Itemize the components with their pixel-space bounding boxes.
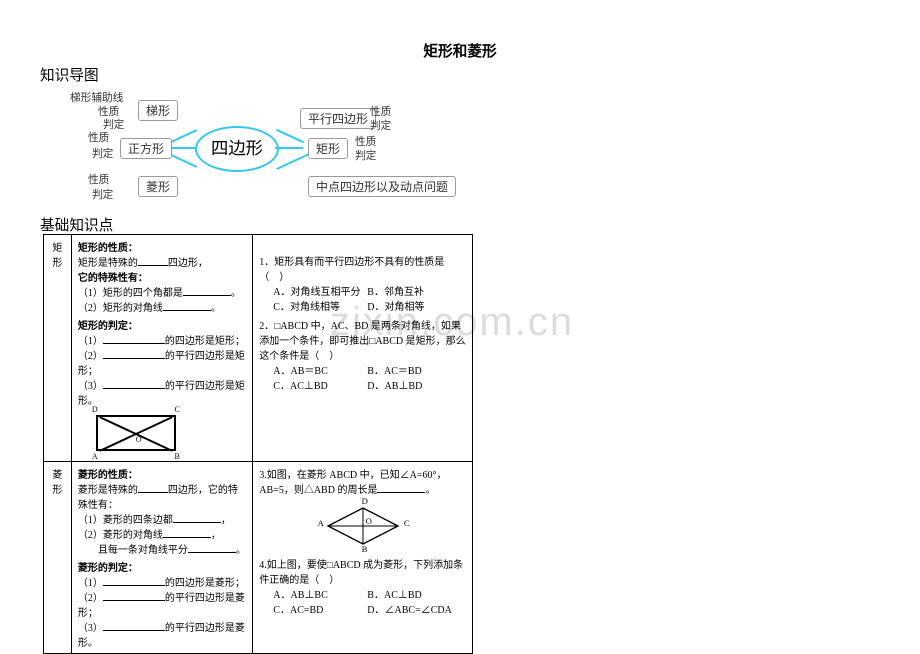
pt: D [362,496,368,506]
mm-square-judge: 判定 [92,146,113,161]
txt: 它的特殊性有： [78,269,246,284]
opt: C．AC=BD [273,601,367,616]
txt: AB=5，则△ABD 的周长是 [259,485,377,496]
opt: B．AC＝BD [367,366,421,377]
txt: （2）菱形的对角线 [78,530,163,541]
txt: 菱形是特殊的 [78,485,138,496]
txt: （1） [78,336,103,347]
rect-judge-hdr: 矩形的判定： [78,317,246,332]
rhomb-left-cell: 菱形的性质： 菱形是特殊的四边形，它的特殊性有： （1）菱形的四条边都， （2）… [71,462,252,654]
pt: O [366,516,372,526]
mm-rhombus: 菱形 [138,176,178,197]
mm-rect-prop: 性质 [355,134,376,149]
pt: D [92,405,98,414]
txt: （2） [78,351,103,362]
row-label-rhomb: 菱形 [44,462,72,654]
mind-map: 四边形 梯形 梯形辅助线 性质 判定 正方形 性质 判定 菱形 性质 判定 平行… [40,90,480,210]
pt: C [175,405,180,414]
mm-para-prop: 性质 [370,104,391,119]
section-basics-title: 基础知识点 [40,214,113,235]
opt: C．对角线相等 [273,298,367,313]
txt: ， [221,515,231,526]
table-row: 菱形 菱形的性质： 菱形是特殊的四边形，它的特殊性有： （1）菱形的四条边都， … [44,462,473,654]
opt: D．对角相等 [367,302,424,313]
txt: 。 [236,545,246,556]
txt: 的四边形是菱形； [165,578,245,589]
mm-rect: 矩形 [308,138,348,159]
opt: D．∠ABC=∠CDA [367,605,452,616]
mm-rhombus-judge: 判定 [92,187,113,202]
txt: （1） [78,578,103,589]
rhombus-figure: A B C D O [318,502,408,550]
knowledge-table: 矩形 矩形的性质： 矩形是特殊的 四边形， 它的特殊性有： （1）矩形的四个角都是… [43,234,473,654]
txt: （3） [78,623,103,634]
txt: 。 [425,485,435,496]
mm-trapezoid: 梯形 [138,100,178,121]
pt: A [318,518,324,528]
q3: 3.如图，在菱形 ABCD 中，已知∠A=60°， [259,466,466,481]
opt: B．AC⊥BD [367,590,421,601]
txt: （1）菱形的四条边都 [78,515,173,526]
opt: D．AB⊥BD [367,381,422,392]
rect-right-cell: 1．矩形具有而平行四边形不具有的性质是（ ） A．对角线互相平分B．邻角互补 C… [253,235,473,462]
mm-midpoint: 中点四边形以及动点问题 [308,176,456,197]
opt: A．AB＝BC [273,362,367,377]
mm-rhombus-prop: 性质 [88,172,109,187]
table-row: 矩形 矩形的性质： 矩形是特殊的 四边形， 它的特殊性有： （1）矩形的四个角都是… [44,235,473,462]
txt: 。 [231,288,241,299]
pt: B [175,452,180,461]
rect-left-cell: 矩形的性质： 矩形是特殊的四边形， 它的特殊性有： （1）矩形的四个角都是。 （… [71,235,252,462]
mm-para: 平行四边形 [300,108,376,129]
rect-prop-hdr: 矩形的性质： [78,239,246,254]
mm-square: 正方形 [120,138,172,159]
txt: 的四边形是矩形； [165,336,245,347]
txt: 。 [211,303,221,314]
txt: （2） [78,593,103,604]
txt: 四边形， [168,258,208,269]
mm-square-prop: 性质 [88,130,109,145]
row-label-rect: 矩形 [44,235,72,462]
rect-figure: A B C D O [96,411,176,455]
q1: 1．矩形具有而平行四边形不具有的性质是（ ） [259,253,466,283]
pt: O [136,435,142,444]
mm-rect-judge: 判定 [355,148,376,163]
rhomb-prop-hdr: 菱形的性质： [78,466,246,481]
mm-center: 四边形 [195,126,279,172]
opt: B．邻角互补 [367,287,424,298]
txt: （3） [78,381,103,392]
rhomb-judge-hdr: 菱形的判定： [78,559,246,574]
pt: A [92,452,98,461]
txt: 且每一条对角线平分 [78,545,188,556]
rhomb-right-cell: 3.如图，在菱形 ABCD 中，已知∠A=60°， AB=5，则△ABD 的周长… [253,462,473,654]
page-title: 矩形和菱形 [0,40,920,61]
mm-trapezoid-aux: 梯形辅助线 [70,90,123,105]
mm-para-judge: 判定 [370,118,391,133]
opt: A．对角线互相平分 [273,283,367,298]
txt: 矩形是特殊的 [78,258,138,269]
section-mindmap-title: 知识导图 [40,64,99,85]
pt: C [404,518,410,528]
q2: 2．□ABCD 中，AC、BD 是两条对角线，如果添加一个条件，即可推出□ABC… [259,317,466,362]
opt: C．AC⊥BD [273,377,367,392]
txt: （1）矩形的四个角都是 [78,288,183,299]
q4: 4.如上图，要使□ABCD 成为菱形，下列添加条件正确的是（ ） [259,556,466,586]
txt: （2）矩形的对角线 [78,303,163,314]
pt: B [362,544,368,554]
txt: ， [211,530,221,541]
opt: A．AB⊥BC [273,586,367,601]
